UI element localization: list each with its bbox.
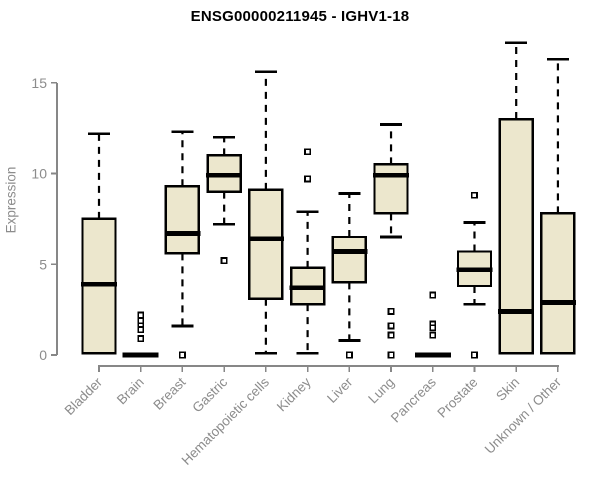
x-axis-category-label-bladder: Bladder — [62, 374, 106, 418]
x-axis-category-label-prostate: Prostate — [434, 375, 480, 421]
boxplot-breast — [164, 130, 201, 359]
median-line — [81, 281, 117, 287]
median-line — [498, 309, 535, 314]
boxplot-gastric — [206, 135, 243, 265]
outlier-point — [429, 324, 437, 332]
iqr-box — [498, 117, 534, 355]
x-axis-category-label-liver: Liver — [324, 374, 356, 406]
median-line — [164, 230, 201, 236]
outlier-point — [304, 175, 312, 183]
outlier-point — [137, 311, 145, 319]
median-line — [539, 299, 576, 305]
median-line — [331, 249, 368, 254]
boxplot-unknown-other — [539, 57, 576, 355]
iqr-box — [331, 235, 368, 284]
x-axis-category-label-pancreas: Pancreas — [388, 374, 439, 425]
outlier-point — [387, 351, 395, 359]
iqr-box — [373, 163, 409, 215]
iqr-box — [248, 188, 284, 300]
x-axis-category-label-unknown-other: Unknown / Other — [482, 374, 565, 457]
boxplot-kidney — [289, 148, 326, 355]
outlier-point — [137, 326, 145, 334]
x-axis-category-label-kidney: Kidney — [274, 374, 314, 414]
x-axis-category-label-breast: Breast — [150, 374, 188, 412]
outlier-point — [471, 351, 478, 359]
x-axis-category-label-gastric: Gastric — [189, 374, 230, 415]
median-line — [206, 172, 243, 178]
median-line — [289, 285, 326, 291]
outlier-point — [471, 191, 478, 199]
boxplot-lung — [373, 123, 410, 359]
boxplot-pancreas — [414, 291, 451, 358]
outlier-point — [429, 331, 437, 339]
median-line — [122, 352, 159, 358]
median-line — [414, 352, 451, 358]
boxplot-hematopoietic-cells — [247, 70, 284, 355]
boxplot-bladder — [81, 132, 117, 355]
outlier-point — [220, 257, 228, 265]
outlier-point — [345, 351, 353, 359]
y-axis-tick-label-10: 10 — [31, 166, 47, 182]
y-axis-tick-label-5: 5 — [39, 256, 47, 272]
chart-title: ENSG00000211945 - IGHV1-18 — [190, 8, 410, 25]
outlier-point — [137, 335, 145, 343]
boxplot-skin — [498, 41, 535, 355]
y-axis-tick-label-15: 15 — [31, 75, 47, 91]
x-axis-category-label-brain: Brain — [114, 375, 147, 408]
outlier-point — [178, 351, 186, 359]
y-axis-tick-label-0: 0 — [39, 347, 47, 363]
median-line — [247, 236, 284, 242]
outlier-point — [137, 317, 145, 324]
outlier-point — [387, 331, 395, 339]
median-line — [373, 172, 410, 178]
iqr-box — [540, 212, 576, 355]
outlier-point — [304, 148, 312, 156]
outlier-point — [429, 291, 437, 299]
median-line — [456, 267, 493, 273]
boxplot-brain — [122, 311, 159, 358]
iqr-box — [164, 185, 201, 255]
boxplot-liver — [331, 192, 368, 359]
x-axis-category-label-lung: Lung — [365, 375, 397, 407]
outlier-point — [387, 322, 395, 330]
x-axis-category-label-skin: Skin — [493, 375, 522, 404]
boxplot-prostate — [456, 191, 493, 359]
outlier-point — [387, 307, 395, 315]
